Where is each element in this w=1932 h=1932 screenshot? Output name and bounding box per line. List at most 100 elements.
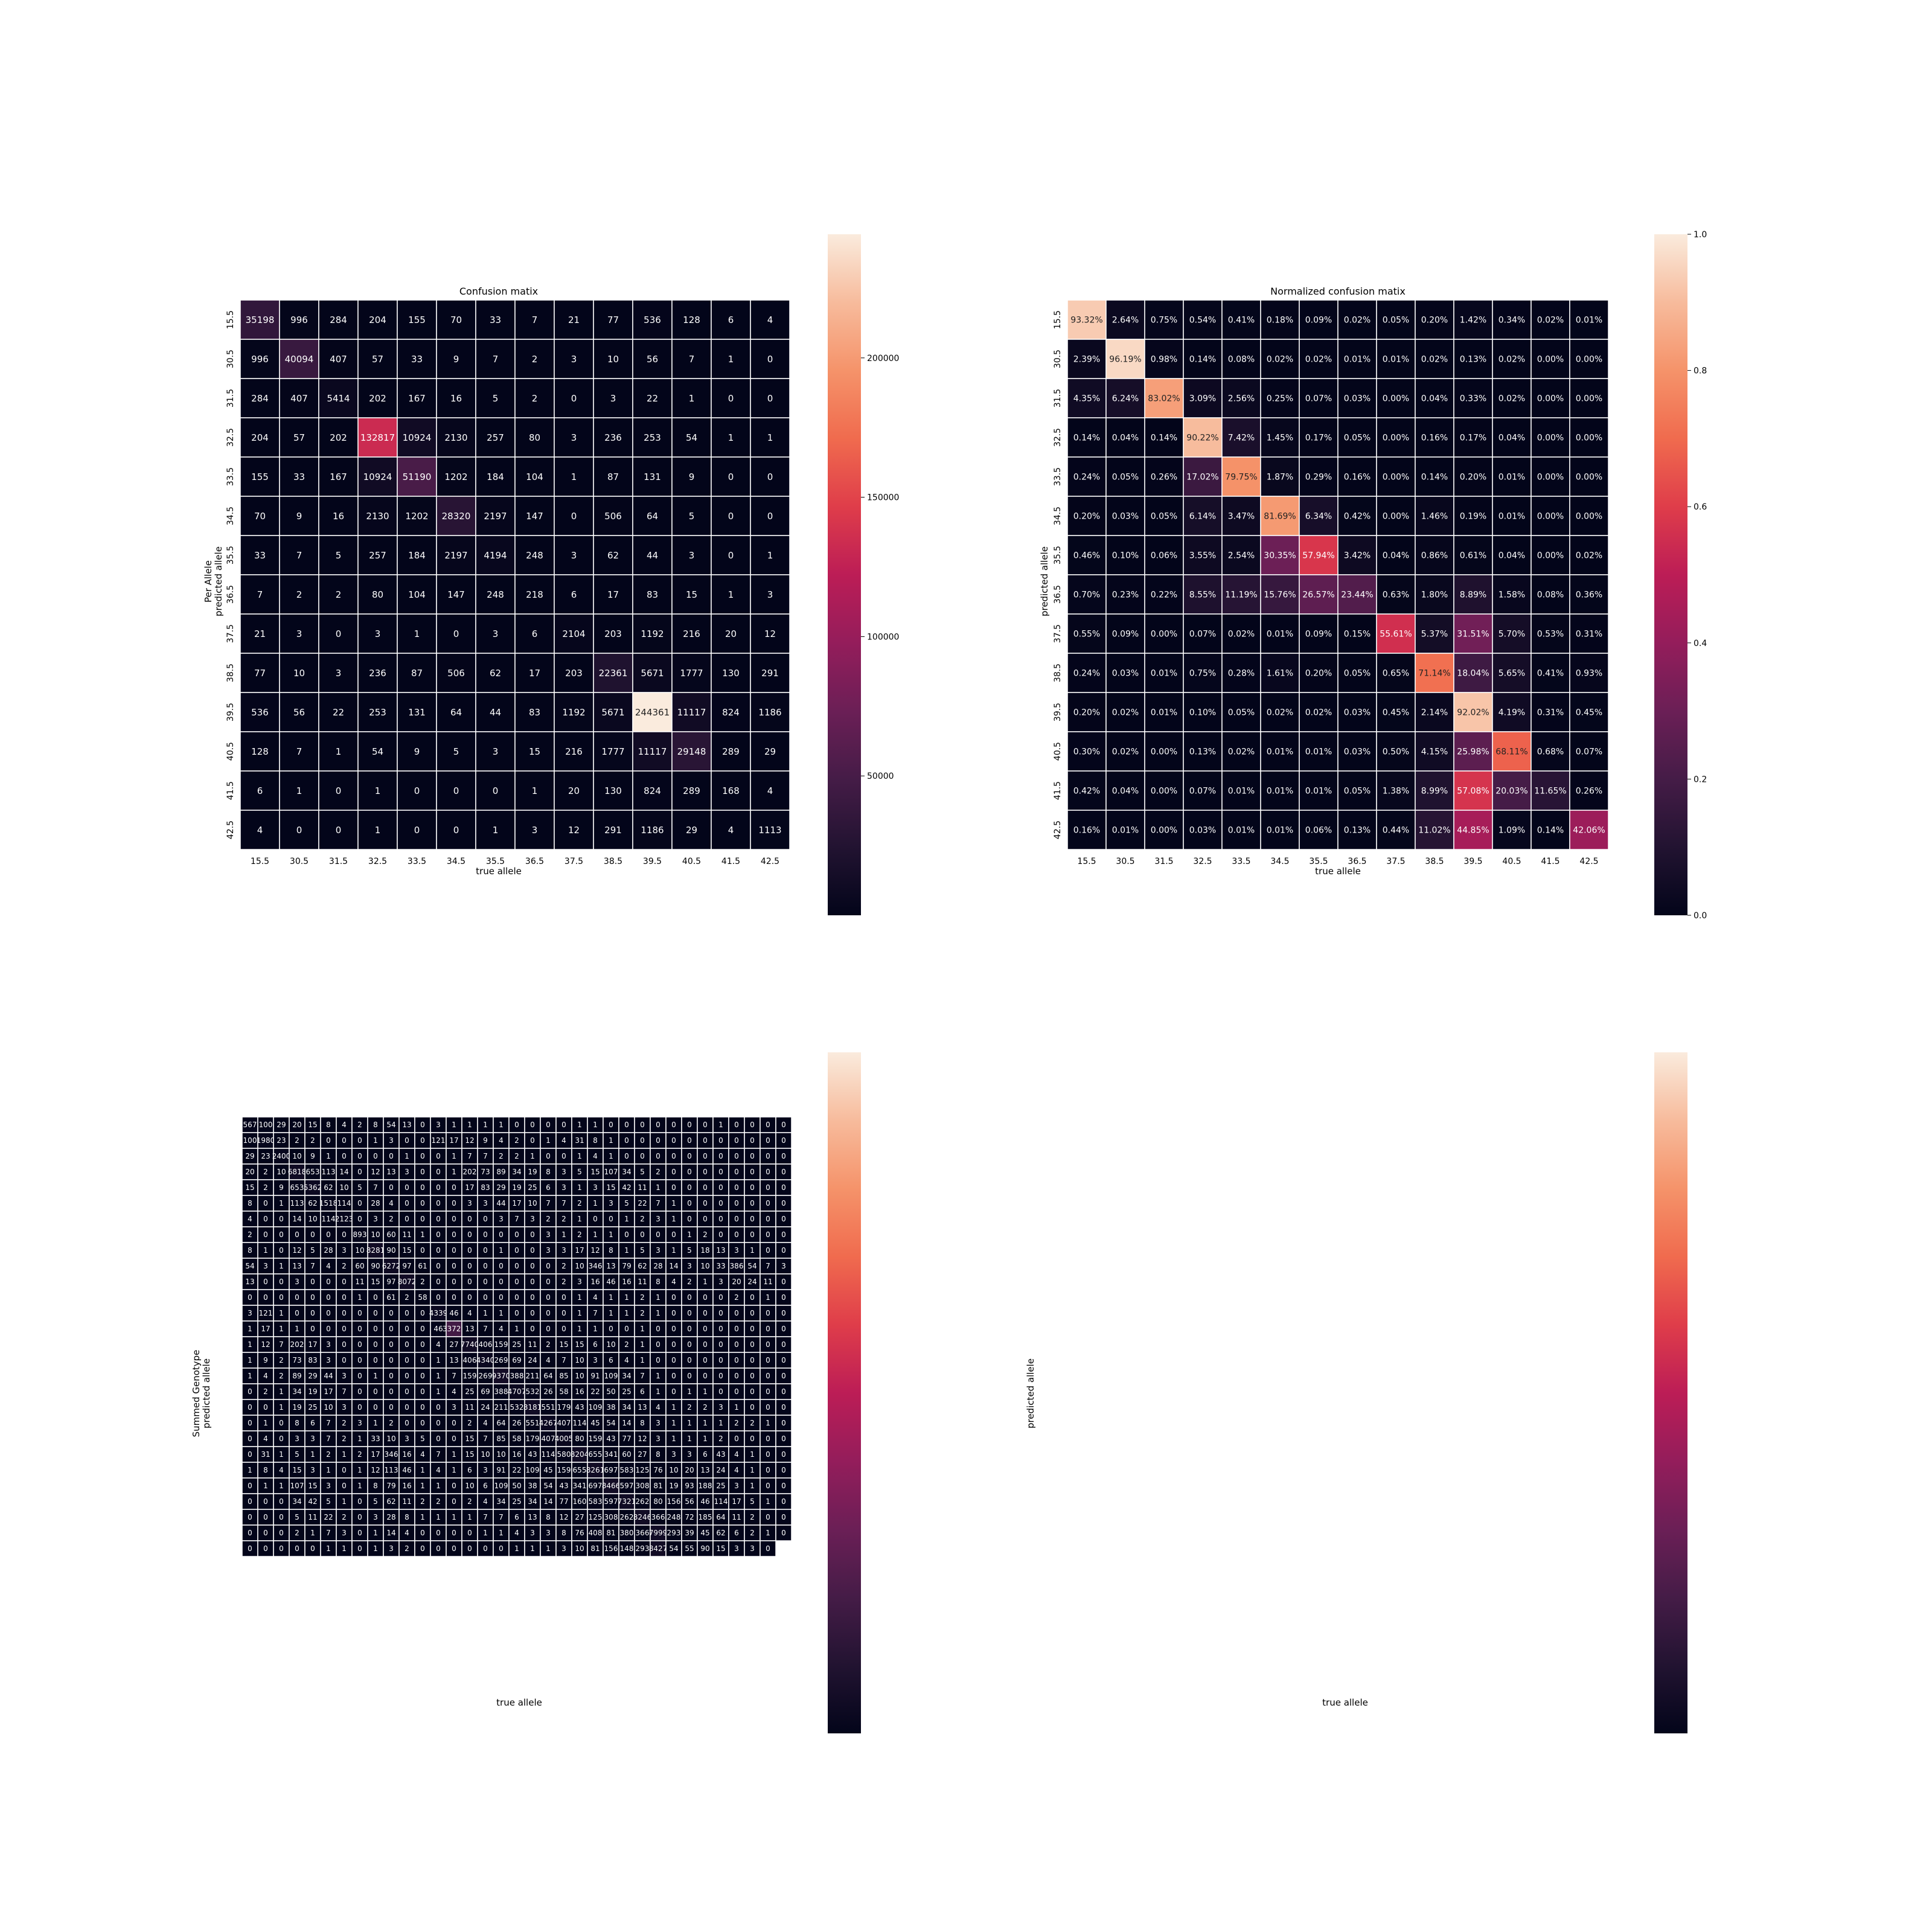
cell-value-label: 1 [593, 1121, 598, 1129]
x-tick-label: 35.5 [1309, 857, 1328, 866]
cell-value-label: 202 [463, 1168, 477, 1176]
cell-value-label: 0 [357, 1513, 362, 1521]
cell-value-label: 90 [386, 1246, 395, 1255]
cell-value-label: 1 [593, 1325, 598, 1333]
cell-value-label: 0 [248, 1293, 252, 1302]
heatmap-cell [1531, 692, 1570, 732]
cell-value-label: 3 [546, 1246, 551, 1255]
heatmap-cell [744, 1509, 761, 1526]
cell-value-label: 0.01% [1112, 825, 1139, 835]
cell-value-label: 3 [610, 393, 616, 404]
heatmap-cell [477, 1415, 494, 1431]
cell-value-label: 4 [248, 1215, 252, 1223]
cell-value-label: 0.36% [1576, 590, 1602, 600]
cell-value-label: 0.50% [1383, 747, 1409, 756]
cell-value-label: 0 [467, 1215, 472, 1223]
heatmap-cell [508, 1352, 525, 1369]
cell-value-label: 7 [279, 1340, 284, 1349]
cell-value-label: 1.87% [1267, 472, 1293, 482]
cell-value-label: 15 [308, 1482, 317, 1490]
cell-value-label: 0 [671, 1230, 676, 1239]
heatmap-cell [240, 613, 280, 654]
heatmap-cell [1221, 299, 1261, 340]
cell-value-label: 13 [292, 1262, 301, 1270]
cell-value-label: 7 [593, 1309, 598, 1317]
heatmap-cell [555, 1258, 572, 1275]
cell-value-label: 0 [750, 1183, 755, 1192]
cell-value-label: 5671 [641, 668, 664, 679]
x-tick-label: 38.5 [1425, 857, 1444, 866]
cell-value-label: 0 [687, 1215, 692, 1223]
heatmap-cell [697, 1524, 714, 1541]
cell-value-label: 3 [571, 432, 577, 443]
heatmap-cell [1067, 339, 1107, 379]
cell-value-label: 3 [357, 1419, 362, 1427]
cell-value-label: 64 [716, 1513, 725, 1521]
cell-value-label: 1.09% [1499, 825, 1525, 835]
heatmap-cell [493, 1258, 510, 1275]
cell-value-label: 0 [342, 1136, 347, 1145]
heatmap-cell [383, 1509, 400, 1526]
cell-value-label: 0.09% [1305, 315, 1332, 325]
cell-value-label: 0 [703, 1199, 708, 1208]
cell-value-label: 2 [248, 1230, 252, 1239]
cell-value-label: 0 [766, 1325, 770, 1333]
heatmap-cell [1299, 456, 1339, 497]
heatmap-cell [289, 1163, 305, 1180]
cell-value-label: 4340 [476, 1356, 495, 1364]
colorbar-tick-label: 200000 [867, 354, 899, 363]
heatmap-cell [477, 1320, 494, 1337]
cell-value-label: 1 [624, 1215, 629, 1223]
heatmap-cell [632, 378, 673, 418]
cell-value-label: 0 [687, 1293, 692, 1302]
cell-value-label: 43 [606, 1435, 615, 1443]
cell-value-label: 1 [357, 1293, 362, 1302]
cell-value-label: 0 [766, 1152, 770, 1160]
cell-value-label: 5 [295, 1450, 299, 1459]
cell-value-label: 38 [606, 1403, 615, 1412]
heatmap-cell [555, 1242, 572, 1259]
cell-value-label: 0.02% [1267, 708, 1293, 717]
cell-value-label: 0 [499, 1262, 504, 1270]
cell-value-label: 12 [590, 1246, 600, 1255]
cell-value-label: 0.06% [1151, 551, 1177, 560]
cell-value-label: 2 [467, 1419, 472, 1427]
cell-value-label: 4 [593, 1152, 598, 1160]
cell-value-label: 28 [386, 1513, 395, 1521]
cell-value-label: 0 [420, 1309, 425, 1317]
cell-value-label: 0.20% [1073, 511, 1100, 521]
cell-value-label: 0 [342, 1293, 347, 1302]
cell-value-label: 1 [342, 1450, 347, 1459]
cell-value-label: 0 [703, 1183, 708, 1192]
heatmap-cell [634, 1383, 651, 1400]
cell-value-label: 130 [722, 668, 740, 679]
cell-value-label: 1 [546, 1136, 551, 1145]
heatmap-cell [461, 1195, 478, 1212]
cell-value-label: 3 [405, 1168, 409, 1176]
heatmap-cell [304, 1367, 321, 1384]
cell-value-label: 0 [342, 1278, 347, 1286]
heatmap-cell [398, 1446, 415, 1463]
cell-value-label: 0.16% [1421, 433, 1448, 443]
cell-value-label: 6.24% [1112, 394, 1139, 403]
heatmap-cell [1531, 378, 1570, 418]
cell-value-label: 0 [357, 1199, 362, 1208]
cell-value-label: 1 [248, 1466, 252, 1474]
cell-value-label: 6.14% [1189, 511, 1216, 521]
heatmap-cell [1105, 299, 1145, 340]
heatmap-cell [524, 1163, 541, 1180]
cell-value-label: 0 [452, 1293, 456, 1302]
heatmap-cell [593, 692, 633, 732]
cell-value-label: 10 [308, 1215, 317, 1223]
cell-value-label: 25 [622, 1387, 631, 1396]
heatmap-cell [508, 1367, 525, 1384]
cell-value-label: 0 [279, 1230, 284, 1239]
cell-value-label: 0 [546, 1278, 551, 1286]
cell-value-label: 406 [463, 1356, 477, 1364]
cell-value-label: 408 [589, 1529, 603, 1537]
heatmap-cell [508, 1116, 525, 1133]
heatmap-cell [318, 417, 359, 458]
cell-value-label: 0 [436, 1262, 441, 1270]
cell-value-label: 128 [683, 315, 700, 325]
cell-value-label: 1 [656, 1293, 661, 1302]
